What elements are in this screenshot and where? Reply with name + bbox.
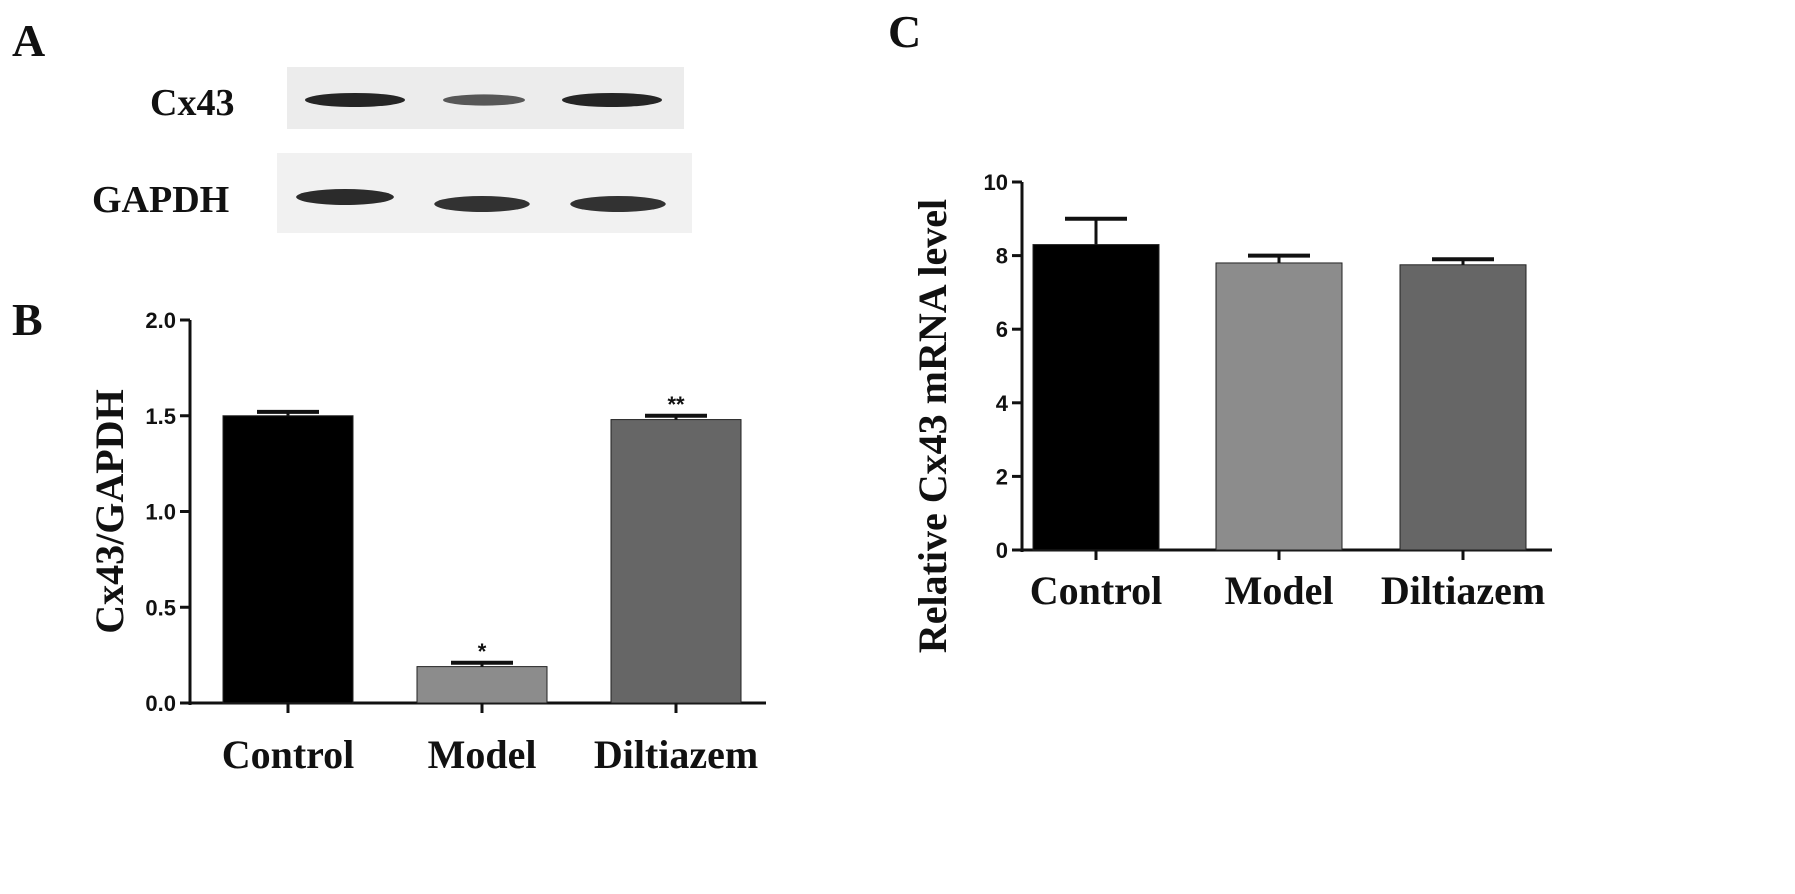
blot-band-gapdh (434, 196, 530, 212)
y-axis-label: Cx43/GAPDH (87, 389, 132, 633)
y-tick-label: 10 (984, 170, 1008, 195)
chart-b: 0.0 0.5 1.0 1.5 2.0 Cx43/GAPDH Control Model * Di… (87, 308, 766, 777)
category-label-model: Model (1225, 568, 1334, 613)
y-tick-label: 6 (996, 317, 1008, 342)
bar-model (416, 666, 548, 704)
bar-diltiazem (1399, 264, 1527, 551)
blot-band-cx43 (305, 93, 405, 107)
y-tick-label: 1.0 (145, 500, 176, 525)
y-tick-label: 0.5 (145, 595, 176, 620)
blot-band-gapdh (570, 196, 666, 212)
category-label-diltiazem: Diltiazem (594, 732, 758, 777)
bar-control (1032, 244, 1160, 551)
bar-diltiazem (610, 419, 742, 704)
y-tick-label: 0.0 (145, 691, 176, 716)
blot-bands (296, 93, 666, 212)
significance-marker: * (478, 639, 487, 664)
y-tick-label: 2.0 (145, 308, 176, 333)
significance-marker: ** (667, 392, 685, 417)
bar-control (222, 415, 354, 704)
category-label-diltiazem: Diltiazem (1381, 568, 1545, 613)
chart-c: 0 2 4 6 8 10 Relative Cx43 mRNA level Control Mo… (910, 170, 1552, 653)
blot-band-cx43 (562, 93, 662, 107)
panel-a-letter: A (12, 15, 46, 66)
category-label-control: Control (222, 732, 355, 777)
western-blot: Cx43 GAPDH (92, 67, 692, 233)
panel-c-letter: C (888, 6, 922, 57)
y-tick-label: 0 (996, 538, 1008, 563)
blot-band-cx43 (443, 94, 525, 106)
y-tick-label: 4 (996, 391, 1009, 416)
blot-label-cx43: Cx43 (150, 82, 234, 124)
category-label-control: Control (1030, 568, 1163, 613)
category-label-model: Model (428, 732, 537, 777)
bar-model (1215, 262, 1343, 551)
y-tick-label: 8 (996, 244, 1008, 269)
y-tick-label: 2 (996, 464, 1008, 489)
blot-label-gapdh: GAPDH (92, 179, 229, 221)
blot-band-gapdh (296, 189, 394, 205)
panel-b-letter: B (12, 294, 43, 345)
y-tick-label: 1.5 (145, 404, 176, 429)
y-axis-label: Relative Cx43 mRNA level (910, 199, 955, 653)
